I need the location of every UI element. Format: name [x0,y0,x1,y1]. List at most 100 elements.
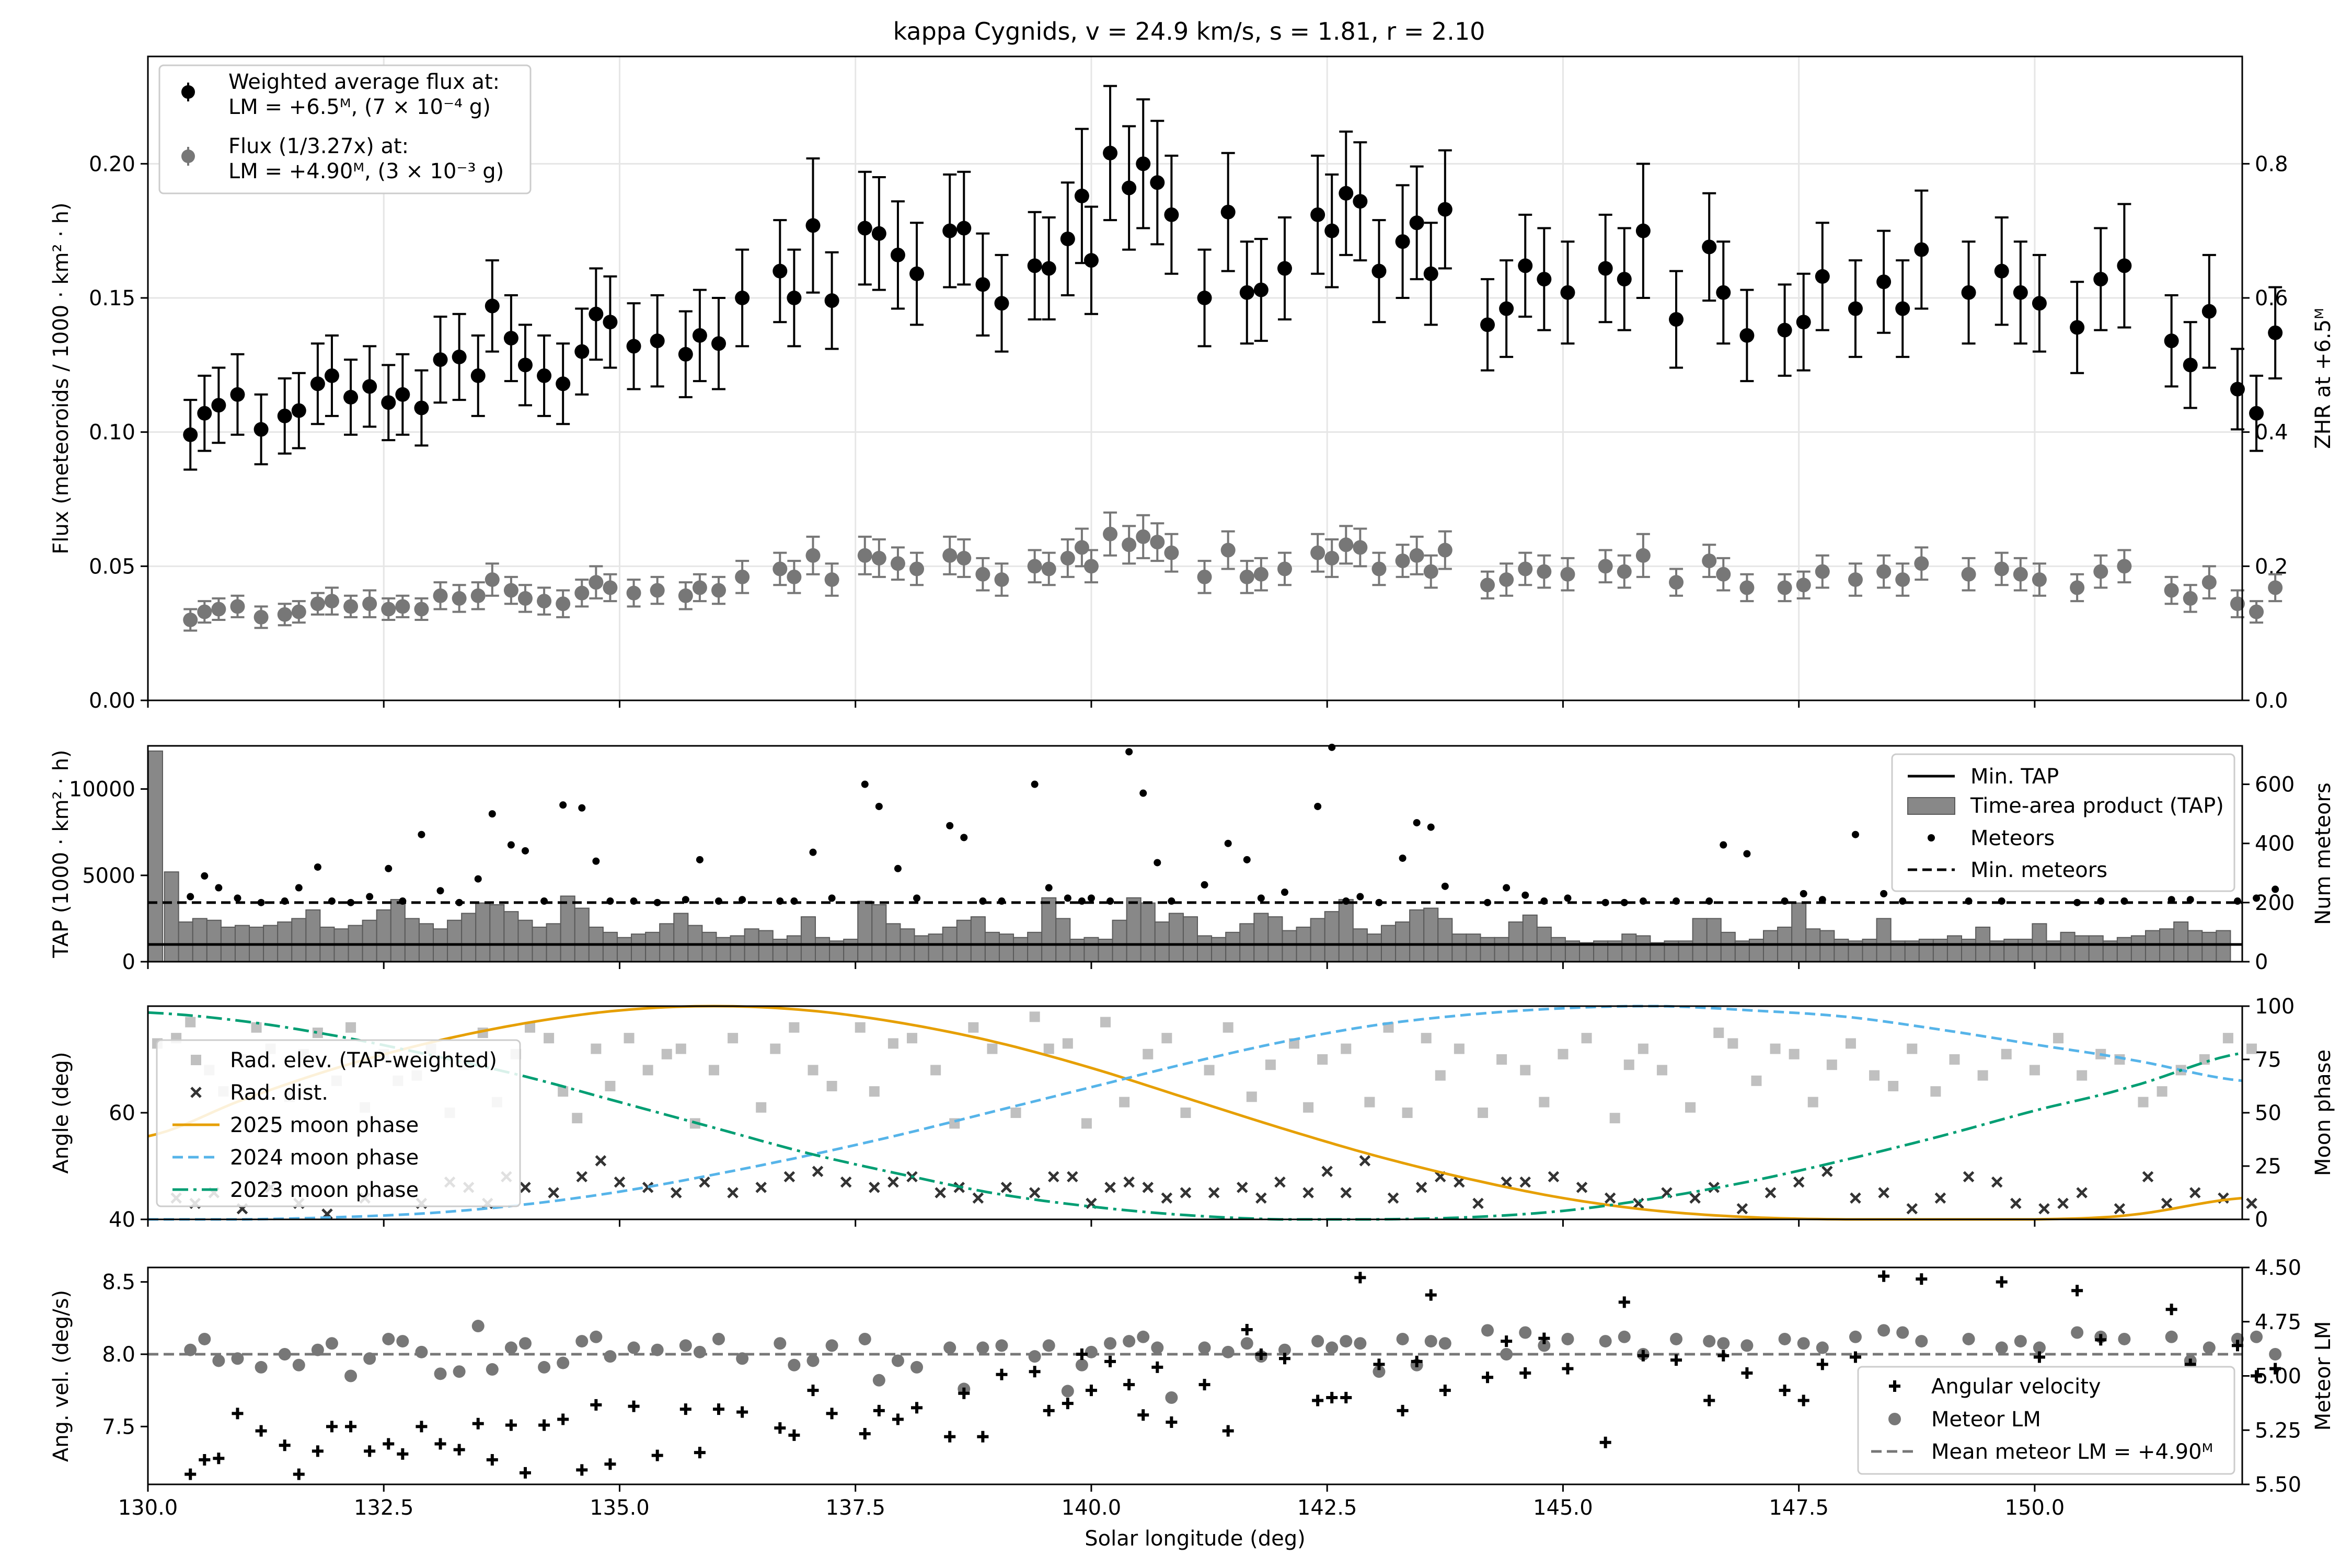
tap-bar [206,919,222,962]
tap-bar [1324,911,1340,962]
y2-tick-label: 50 [2255,1101,2281,1125]
flux-point [1150,535,1165,550]
angular-velocity-point [1241,1323,1253,1335]
angular-velocity-point [1797,1394,1809,1406]
rad-elev-point [756,1102,767,1113]
meteor-count-point [2073,898,2081,906]
angular-velocity-point [1255,1348,1267,1360]
legend-label: Angular velocity [1931,1375,2101,1399]
meteor-lm-point [1354,1337,1367,1350]
angular-velocity-point [1816,1358,1828,1370]
rad-elev-point [855,1022,866,1033]
tap-bar [673,913,689,963]
rad-elev-point [1751,1075,1762,1086]
rad-elev-point [1317,1054,1328,1065]
rad-elev-point [605,1081,616,1091]
angular-velocity-point [364,1445,376,1457]
tap-bar [1182,916,1198,962]
legend-label: Rad. elev. (TAP-weighted) [230,1048,497,1073]
rad-elev-point [968,1022,979,1033]
meteor-count-point [1781,897,1789,905]
rad-elev-point [2138,1097,2149,1108]
angular-velocity-point [293,1468,305,1480]
flux-point [1739,328,1755,343]
flux-point [1815,269,1830,284]
meteor-lm-point [1075,1358,1088,1371]
tap-bar [390,899,406,963]
rad-elev-point [1029,1011,1040,1022]
rad-dist-point [1548,1171,1560,1183]
rad-elev-point [987,1043,998,1054]
legend-label: LM = +6.5ᴹ, (7 × 10⁻⁴ g) [228,95,491,119]
tap-bar [1706,918,1722,963]
flux-point [909,561,925,577]
angular-velocity-point [1076,1348,1088,1360]
angular-velocity-point [397,1448,409,1460]
flux-point [1310,545,1325,560]
angular-velocity-point [1501,1335,1513,1347]
angular-velocity-point [590,1399,602,1411]
rad-elev-point [1364,1097,1375,1108]
flux-point [1876,274,1892,290]
rad-dist-point [1736,1203,1748,1215]
meteor-lm-point [774,1337,787,1350]
meteor-lm-point [1740,1339,1754,1352]
tap-bar [1041,897,1057,962]
flux-point [537,594,552,609]
flux-point [291,403,306,418]
rad-elev-point [558,1086,569,1097]
meteor-count-point [1106,897,1114,905]
tap-bar [1282,930,1297,962]
rad-elev-point [525,1022,536,1033]
meteor-lm-point [1198,1341,1211,1354]
meteor-lm-point [504,1341,517,1354]
meteor-lm-point [198,1332,211,1345]
tap-bar [503,911,519,962]
plot-frame [147,745,2243,963]
rad-elev-point [1638,1043,1648,1054]
meteor-lm-point [2231,1332,2244,1345]
tap-bar [475,902,491,962]
plot-frame [147,1266,2243,1485]
y-axis-label: TAP (1000 · km² · h) [49,750,73,958]
angular-velocity-point [326,1421,338,1433]
meteor-lm-point [1561,1332,1574,1345]
flux-point [1395,234,1410,249]
flux-point [1537,272,1552,287]
meteor-count-point [1045,884,1053,892]
rad-dist-point [1765,1187,1777,1198]
angular-velocity-point [1439,1385,1451,1397]
rad-elev-point [1888,1081,1899,1091]
angular-velocity-point [2165,1304,2177,1316]
rad-dist-point [1906,1203,1918,1215]
legend-label: Min. meteors [1970,858,2107,882]
meteor-lm-point [1340,1335,1353,1348]
rad-dist-point [595,1155,607,1167]
tap-bar [1197,935,1213,962]
tap-bar [1932,939,1948,962]
tap-bar [1083,937,1099,963]
tap-bar [2145,930,2161,962]
rad-elev-point [770,1043,781,1054]
rad-dist-point [1302,1187,1314,1198]
tap-bar [1366,933,1382,962]
rad-dist-point [1472,1197,1484,1209]
rad-dist-point [2076,1187,2088,1198]
angular-velocity-point [651,1449,663,1461]
rad-elev-point [1043,1043,1054,1054]
meteor-lm-point [2165,1330,2178,1343]
rad-dist-point [1123,1176,1135,1188]
flux-point [1353,540,1368,555]
tap-bar [1791,902,1807,962]
rad-elev-point [1713,1028,1724,1038]
legend-box [1891,753,2235,892]
flux-point [1518,561,1533,577]
flux-point [1103,145,1118,160]
flux-point [678,347,693,362]
angular-velocity-point [576,1464,588,1476]
rad-elev-point [1520,1065,1531,1076]
meteor-count-point [1620,898,1628,906]
flux-point [2164,333,2179,349]
meteor-count-point [488,810,496,818]
rad-dist-point [671,1187,682,1198]
